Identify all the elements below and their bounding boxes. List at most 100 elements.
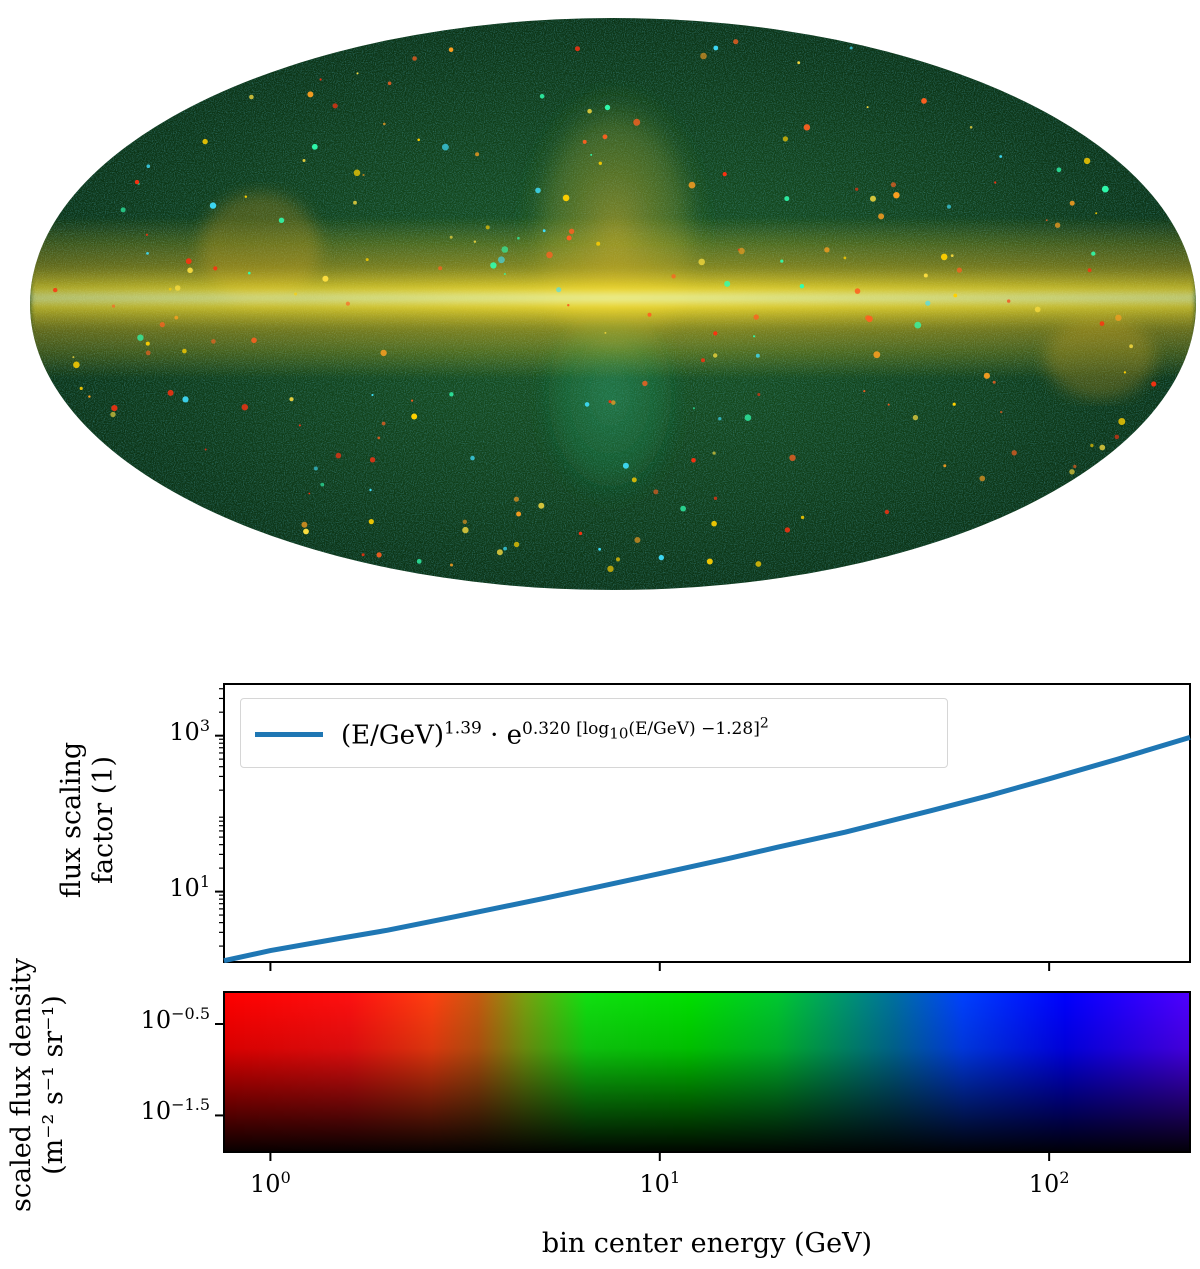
point-source	[462, 519, 467, 524]
point-source	[368, 519, 374, 525]
point-source	[1007, 299, 1011, 303]
point-sources	[53, 39, 1157, 572]
point-source	[209, 202, 217, 209]
point-source	[755, 353, 760, 358]
point-source	[1099, 321, 1105, 326]
point-source	[1000, 410, 1003, 414]
x-tick-label-1: 101	[639, 1168, 680, 1198]
point-source	[943, 464, 947, 468]
point-source	[567, 304, 570, 307]
point-source	[887, 403, 890, 406]
point-source	[604, 331, 607, 334]
point-source	[940, 253, 948, 261]
point-source	[146, 252, 149, 255]
bottom-ytick-label-0-exponent: −0.5	[171, 1004, 210, 1023]
point-source	[381, 421, 386, 426]
point-source	[320, 482, 325, 487]
point-source	[1069, 200, 1075, 206]
point-source	[688, 181, 696, 189]
point-source	[1099, 444, 1106, 451]
bottom-ytick-label-1-base: 10	[140, 1097, 172, 1126]
point-source	[757, 393, 761, 396]
bottom-ytick-label-1-exponent: −1.5	[171, 1095, 210, 1115]
point-source	[1069, 469, 1075, 475]
point-source	[568, 228, 575, 234]
point-source	[608, 400, 612, 404]
point-source	[615, 557, 621, 562]
bottom-ytick-label-0-base: 10	[140, 1006, 172, 1034]
point-source	[438, 266, 443, 271]
point-source	[450, 563, 453, 567]
top-ytick-label-0-base: 10	[169, 873, 200, 902]
point-source	[658, 554, 664, 561]
point-source	[1091, 251, 1096, 256]
point-source	[598, 161, 602, 165]
point-source	[449, 392, 454, 397]
point-source	[884, 509, 890, 515]
point-source	[442, 143, 449, 151]
x-tick-label-2-exponent: 2	[1059, 1168, 1070, 1187]
point-source	[356, 72, 359, 75]
x-tick-label-1-base: 10	[639, 1170, 670, 1198]
point-source	[950, 254, 954, 257]
point-source	[146, 164, 151, 168]
point-source	[332, 103, 338, 109]
point-source	[411, 399, 414, 402]
point-source	[713, 331, 718, 336]
point-source	[542, 229, 546, 233]
point-source	[713, 353, 718, 358]
point-source	[72, 356, 75, 359]
point-source	[298, 424, 301, 427]
point-source	[999, 155, 1003, 158]
point-source	[53, 287, 58, 293]
point-source	[691, 458, 696, 463]
sky-map	[30, 18, 1196, 590]
point-source	[713, 45, 719, 51]
scaling-curve	[223, 735, 1191, 964]
point-source	[383, 122, 386, 126]
point-source	[485, 225, 490, 230]
point-source	[513, 496, 519, 502]
top-panel-ticks	[215, 688, 1051, 971]
point-source	[361, 553, 365, 557]
x-tick-label-1-exponent: 1	[669, 1168, 681, 1187]
point-source	[353, 169, 361, 177]
point-source	[380, 349, 387, 357]
top-ytick-label-1-base: 10	[169, 717, 200, 746]
point-source	[653, 489, 659, 495]
point-source	[289, 397, 294, 402]
point-source	[376, 552, 382, 558]
point-source	[890, 182, 897, 188]
point-source	[866, 315, 873, 323]
top-ylabel-line1: flux scaling	[56, 741, 87, 899]
point-source	[535, 187, 541, 194]
point-source	[1083, 157, 1091, 165]
point-source	[365, 258, 369, 262]
legend-prefix: (E/GeV)	[341, 720, 444, 751]
point-source	[953, 293, 958, 298]
point-source	[952, 402, 956, 406]
legend: (E/GeV)1.39 · e0.320 [log10(E/GeV) −1.28…	[240, 698, 948, 768]
point-source	[1087, 268, 1092, 273]
point-source	[722, 172, 727, 177]
legend-exponent: 1.39	[443, 718, 482, 739]
point-source	[517, 236, 520, 240]
point-source	[604, 104, 611, 111]
point-source	[1095, 212, 1098, 215]
point-source	[566, 235, 572, 241]
point-source	[692, 407, 696, 410]
point-source	[503, 273, 506, 275]
point-source	[303, 528, 309, 535]
point-source	[611, 400, 616, 405]
legend-square: 2	[759, 715, 769, 731]
point-source	[249, 94, 254, 100]
point-source	[187, 267, 193, 274]
point-source	[800, 515, 805, 520]
point-source	[145, 341, 150, 346]
point-source	[969, 126, 973, 129]
point-source	[634, 537, 641, 543]
top-ylabel-line2: factor (1)	[88, 755, 119, 885]
point-source	[863, 390, 866, 393]
point-source	[878, 213, 885, 220]
